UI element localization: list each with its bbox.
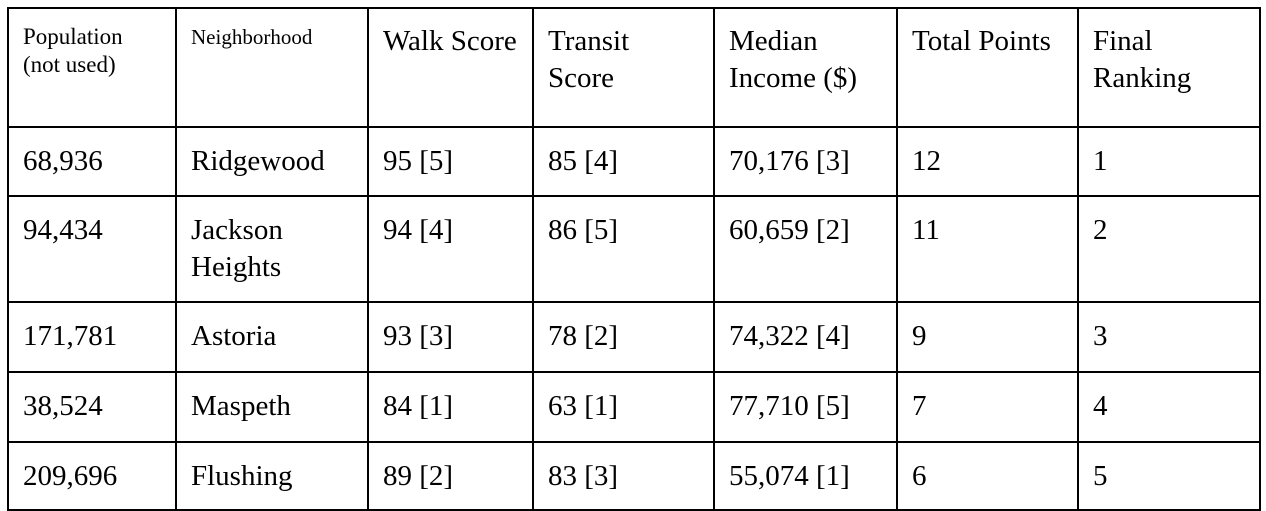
cell-neighborhood: Ridgewood [175, 126, 369, 197]
cell-median-income: 77,710 [5] [713, 371, 898, 443]
neighborhood-ranking-table: Population (not used) Neighborhood Walk … [7, 7, 1261, 511]
header-walk-score: Walk Score [367, 7, 534, 128]
cell-transit-score: 85 [4] [532, 126, 715, 197]
cell-transit-score: 63 [1] [532, 371, 715, 443]
cell-final-ranking: 2 [1077, 195, 1261, 303]
cell-total-points: 11 [896, 195, 1079, 303]
table-row: 68,936 Ridgewood 95 [5] 85 [4] 70,176 [3… [7, 126, 1261, 197]
header-transit-score: Transit Score [532, 7, 715, 128]
cell-neighborhood: Jackson Heights [175, 195, 369, 303]
cell-neighborhood: Astoria [175, 301, 369, 373]
cell-walk-score: 84 [1] [367, 371, 534, 443]
header-population: Population (not used) [7, 7, 177, 128]
cell-total-points: 6 [896, 441, 1079, 511]
cell-median-income: 74,322 [4] [713, 301, 898, 373]
cell-total-points: 12 [896, 126, 1079, 197]
cell-population: 94,434 [7, 195, 177, 303]
cell-final-ranking: 1 [1077, 126, 1261, 197]
cell-walk-score: 93 [3] [367, 301, 534, 373]
cell-transit-score: 83 [3] [532, 441, 715, 511]
cell-transit-score: 86 [5] [532, 195, 715, 303]
table-row: 209,696 Flushing 89 [2] 83 [3] 55,074 [1… [7, 441, 1261, 511]
header-median-income: Median Income ($) [713, 7, 898, 128]
cell-median-income: 55,074 [1] [713, 441, 898, 511]
cell-population: 171,781 [7, 301, 177, 373]
cell-neighborhood: Flushing [175, 441, 369, 511]
cell-walk-score: 94 [4] [367, 195, 534, 303]
cell-final-ranking: 3 [1077, 301, 1261, 373]
header-neighborhood: Neighborhood [175, 7, 369, 128]
cell-total-points: 9 [896, 301, 1079, 373]
cell-population: 38,524 [7, 371, 177, 443]
cell-total-points: 7 [896, 371, 1079, 443]
cell-final-ranking: 5 [1077, 441, 1261, 511]
cell-median-income: 70,176 [3] [713, 126, 898, 197]
cell-final-ranking: 4 [1077, 371, 1261, 443]
cell-neighborhood: Maspeth [175, 371, 369, 443]
cell-walk-score: 89 [2] [367, 441, 534, 511]
cell-population: 209,696 [7, 441, 177, 511]
cell-population: 68,936 [7, 126, 177, 197]
header-total-points: Total Points [896, 7, 1079, 128]
cell-median-income: 60,659 [2] [713, 195, 898, 303]
table-row: 94,434 Jackson Heights 94 [4] 86 [5] 60,… [7, 195, 1261, 303]
table-row: 171,781 Astoria 93 [3] 78 [2] 74,322 [4]… [7, 301, 1261, 373]
table-row: 38,524 Maspeth 84 [1] 63 [1] 77,710 [5] … [7, 371, 1261, 443]
cell-transit-score: 78 [2] [532, 301, 715, 373]
cell-walk-score: 95 [5] [367, 126, 534, 197]
header-final-ranking: Final Ranking [1077, 7, 1261, 128]
table-header-row: Population (not used) Neighborhood Walk … [7, 7, 1261, 128]
